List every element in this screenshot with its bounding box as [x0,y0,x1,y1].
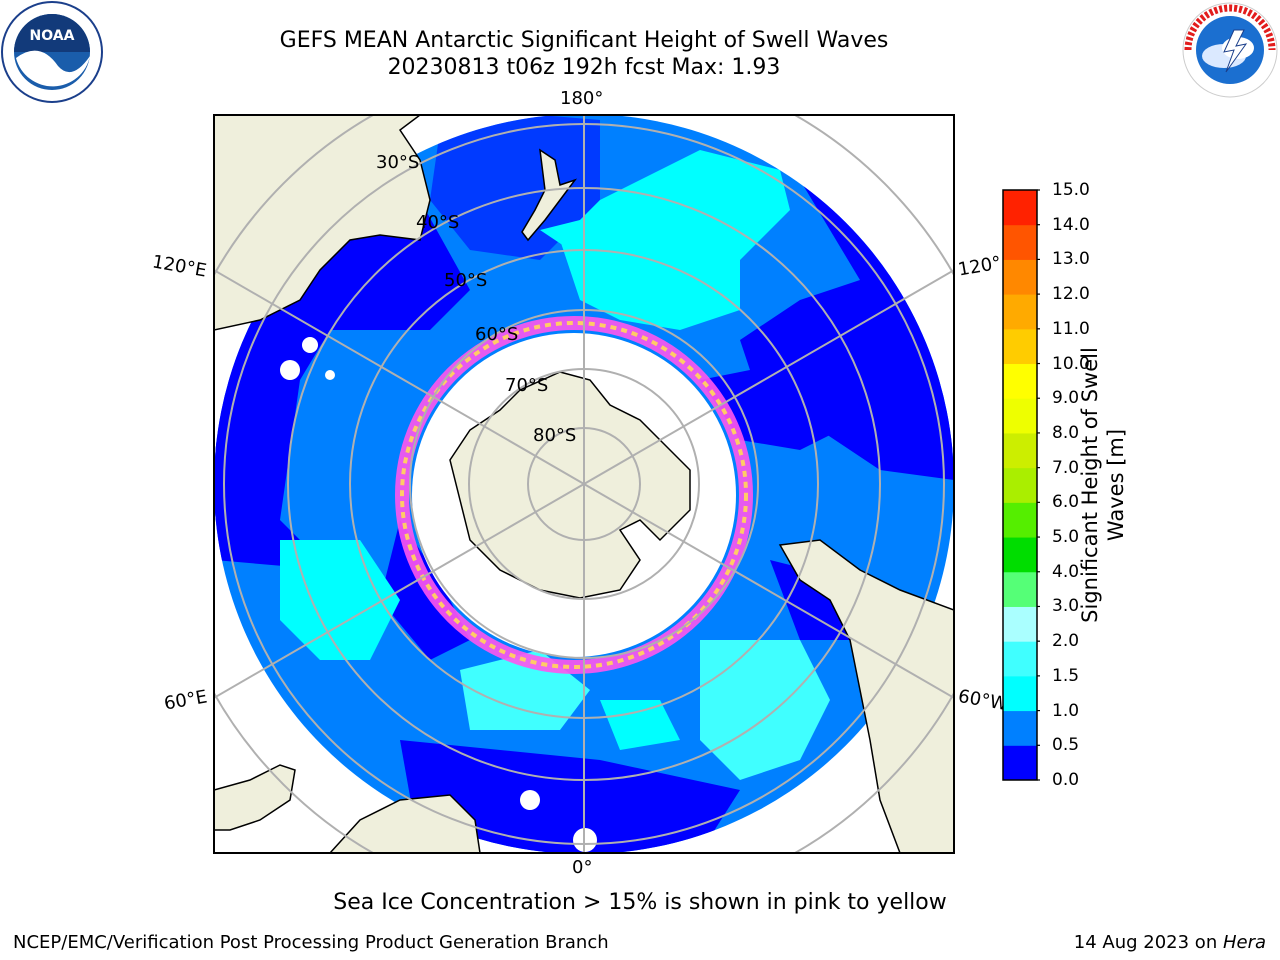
colorbar-tick-label: 4.0 [1052,561,1080,582]
colorbar-swatch [1003,328,1037,365]
colorbar [1002,189,1040,781]
colorbar-swatch [1003,259,1037,295]
right-credit-date: 14 Aug 2023 on [1073,932,1223,953]
australia-land [214,115,431,331]
colorbar-swatch [1003,502,1037,538]
colorbar-tick-label: 7.0 [1052,457,1080,478]
sea-ice-note: Sea Ice Concentration > 15% is shown in … [333,890,947,915]
left-credit: NCEP/EMC/Verification Post Processing Pr… [13,932,609,953]
colorbar-tick-label: 10.0 [1052,353,1090,374]
colorbar-swatch [1003,606,1037,642]
lon-label-180: 180° [560,88,604,109]
colorbar-swatch [1003,363,1037,399]
colorbar-tick-label: 11.0 [1052,318,1090,339]
colorbar-tick-label: 14.0 [1052,214,1090,235]
colorbar-swatch [1003,710,1037,746]
nws-logo-icon [1182,2,1278,98]
lat-label-50s: 50°S [444,270,488,291]
lon-label-0: 0° [572,857,593,878]
right-credit: 14 Aug 2023 on Hera [1074,932,1266,954]
noaa-word: NOAA [30,28,75,44]
colorbar-swatch [1003,641,1037,677]
colorbar-swatch [1003,432,1037,469]
colorbar-tick-label: 6.0 [1052,492,1080,513]
colorbar-tick-label: 5.0 [1052,527,1080,548]
colorbar-swatch [1003,398,1037,434]
new-zealand-land [521,148,578,242]
lat-label-40s: 40°S [416,212,460,233]
chart-title: GEFS MEAN Antarctic Significant Height o… [279,28,889,53]
colorbar-swatch [1003,745,1037,781]
colorbar-tick-label: 13.0 [1052,249,1090,270]
colorbar-tick-label: 12.0 [1052,284,1090,305]
colorbar-tick-label: 9.0 [1052,388,1080,409]
madagascar-land [214,764,296,831]
colorbar-swatch [1003,467,1037,503]
lat-label-30s: 30°S [376,152,420,173]
noaa-logo-icon: NOAA [1,1,103,103]
colorbar-tick-label: 3.0 [1052,596,1080,617]
colorbar-tick-label: 1.0 [1052,700,1080,721]
colorbar-tick-label: 8.0 [1052,422,1080,443]
colorbar-label: Significant Height of Swell Waves [m] [1078,347,1128,623]
colorbar-tick-label: 1.5 [1052,665,1080,686]
colorbar-tick-label: 0.5 [1052,735,1080,756]
colorbar-tick-label: 2.0 [1052,631,1080,652]
colorbar-swatch [1003,675,1037,712]
colorbar-swatch [1003,224,1037,260]
colorbar-tick-label: 15.0 [1052,180,1090,200]
longitude-graticule [214,115,954,853]
map-frame [213,114,955,854]
colorbar-swatch [1003,571,1037,607]
colorbar-frame [1002,189,1038,781]
chart-subtitle: 20230813 t06z 192h fcst Max: 1.93 [387,55,781,80]
lat-label-80s: 80°S [533,425,577,446]
africa-land [328,794,481,853]
colorbar-swatch [1003,294,1037,330]
lat-label-70s: 70°S [505,375,549,396]
lat-label-60s: 60°S [475,324,519,345]
antarctica-land [449,371,691,599]
colorbar-swatch [1003,190,1037,226]
colorbar-swatch [1003,537,1037,573]
colorbar-tick-label: 0.0 [1052,770,1080,790]
right-credit-host: Hera [1222,932,1266,953]
